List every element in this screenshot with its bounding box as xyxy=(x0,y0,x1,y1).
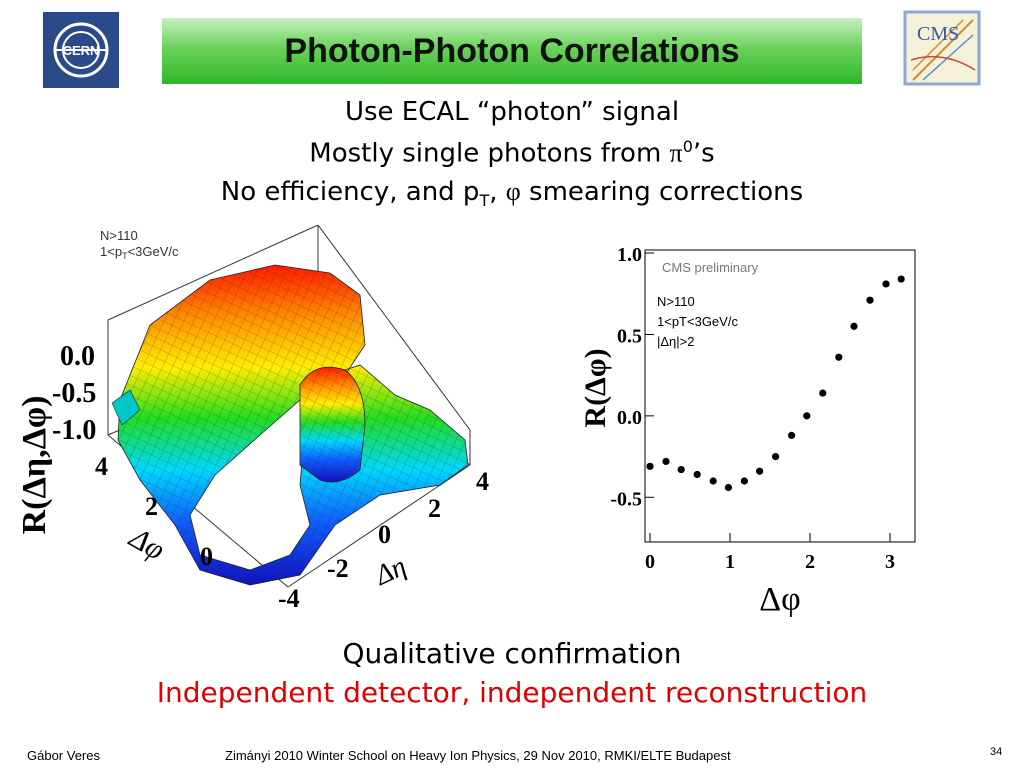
scatter-point xyxy=(756,467,764,475)
caption-line-2: Independent detector, independent recons… xyxy=(0,676,1024,709)
scatter-xtick-label: 3 xyxy=(885,551,895,573)
scatter-annotation-cms: CMS preliminary xyxy=(662,260,759,275)
scatter-point xyxy=(740,477,748,485)
plot3d-phi-tick-0: 0 xyxy=(200,542,213,571)
scatter-point xyxy=(803,412,811,420)
slide-title: Photon-Photon Correlations xyxy=(284,31,740,70)
scatter-annotation-n: N>110 xyxy=(657,294,695,309)
phi-symbol: φ xyxy=(505,177,521,206)
scatter-point xyxy=(882,280,890,288)
plot3d-ztick-2: -1.0 xyxy=(52,415,96,446)
cms-logo-icon: CMS xyxy=(903,10,981,86)
scatter-ytick-label: 1.0 xyxy=(617,244,642,266)
plot3d-label-pt: 1<pT<3GeV/c xyxy=(100,244,179,261)
plot3d-ztick-0: 0.0 xyxy=(60,341,95,372)
caption-line-1-text: Qualitative confirmation xyxy=(342,637,682,670)
footer-page-number: 34 xyxy=(990,746,1003,758)
scatter-point xyxy=(677,466,685,474)
caption-line-2-text: Independent detector, independent recons… xyxy=(156,676,868,709)
scatter-ylabel: R(Δφ) xyxy=(579,348,612,427)
bullet-line-3-mid: , xyxy=(489,177,506,207)
plot3d-phi-tick-4: 4 xyxy=(95,452,108,481)
bullet-line-3-pre: No efficiency, and p xyxy=(220,177,480,207)
scatter-ytick-label: 0.5 xyxy=(617,325,642,347)
scatter-xtick-label: 1 xyxy=(725,551,735,573)
surface-plot-3d: N>110 1<pT<3GeV/c R(Δη,Δφ) 0.0 -0.5 -1.0… xyxy=(0,224,500,615)
caption-line-1: Qualitative confirmation xyxy=(0,637,1024,670)
scatter-point xyxy=(646,462,654,470)
scatter-point xyxy=(788,431,796,439)
plot3d-phi-label: Δφ xyxy=(123,521,170,567)
scatter-xtick-label: 2 xyxy=(805,551,815,573)
bullet-line-1-text: Use ECAL “photon” signal xyxy=(344,97,680,127)
plot3d-phi-tick-2: 2 xyxy=(145,492,158,521)
bullet-line-1: Use ECAL “photon” signal xyxy=(0,97,1024,127)
pt-subscript: T xyxy=(479,191,490,211)
scatter-point xyxy=(850,322,858,330)
scatter-point xyxy=(709,477,717,485)
plot3d-eta-tick-m4: -4 xyxy=(278,584,300,613)
scatter-ytick-label: -0.5 xyxy=(610,488,642,510)
scatter-point xyxy=(693,470,701,479)
footer-author: Gábor Veres xyxy=(27,748,100,763)
plot3d-label-n: N>110 xyxy=(100,228,138,243)
footer-event: Zimányi 2010 Winter School on Heavy Ion … xyxy=(225,748,731,763)
scatter-xtick-label: 0 xyxy=(645,551,655,573)
scatter-point xyxy=(897,275,905,283)
plot3d-eta-label: Δη xyxy=(370,551,411,592)
bullet-line-3-post: smearing corrections xyxy=(520,177,804,207)
plot3d-eta-tick-0: 0 xyxy=(378,520,391,549)
scatter-point xyxy=(835,353,843,361)
scatter-plot: 1.0 0.5 0.0 -0.5 0 1 2 3 CMS preliminary N>110 … xyxy=(560,228,920,618)
bullet-line-2-post: ’s xyxy=(692,138,715,169)
scatter-annotation-pt: 1<pT<3GeV/c xyxy=(657,314,738,329)
bullet-line-3: No efficiency, and pT, φ smearing correc… xyxy=(0,177,1024,210)
bullet-line-2-pre: Mostly single photons from xyxy=(309,138,670,169)
cern-logo-text: CERN xyxy=(63,43,100,58)
scatter-annotation-eta: |Δη|>2 xyxy=(657,334,695,349)
cms-logo: CMS xyxy=(903,10,983,86)
surface-plot-3d-svg: N>110 1<pT<3GeV/c R(Δη,Δφ) 0.0 -0.5 -1.0… xyxy=(16,224,489,613)
scatter-point xyxy=(866,296,874,304)
plot3d-ztick-1: -0.5 xyxy=(52,378,96,409)
bullet-line-2: Mostly single photons from π0’s xyxy=(0,137,1024,169)
scatter-plot-svg: 1.00.50.0-0.50 1 2 3 CMS preliminary N>110 … xyxy=(579,244,916,618)
cern-logo: CERN xyxy=(43,12,119,88)
plot3d-zlabel: R(Δη,Δφ) xyxy=(16,396,53,535)
scatter-point xyxy=(724,483,732,492)
scatter-point xyxy=(819,389,827,397)
pi-superscript: 0 xyxy=(682,137,693,156)
plot3d-eta-tick-m2: -2 xyxy=(327,554,349,583)
scatter-point xyxy=(662,457,670,466)
title-bar: Photon-Photon Correlations xyxy=(162,18,862,84)
pi-symbol: π xyxy=(669,138,683,168)
plot3d-eta-tick-4: 4 xyxy=(476,467,489,496)
cern-logo-icon: CERN xyxy=(43,12,119,88)
plot3d-eta-tick-2: 2 xyxy=(428,494,441,523)
cms-logo-text: CMS xyxy=(917,23,959,45)
scatter-xlabel: Δφ xyxy=(759,581,801,618)
scatter-point xyxy=(772,452,780,461)
scatter-ytick-label: 0.0 xyxy=(617,407,642,429)
